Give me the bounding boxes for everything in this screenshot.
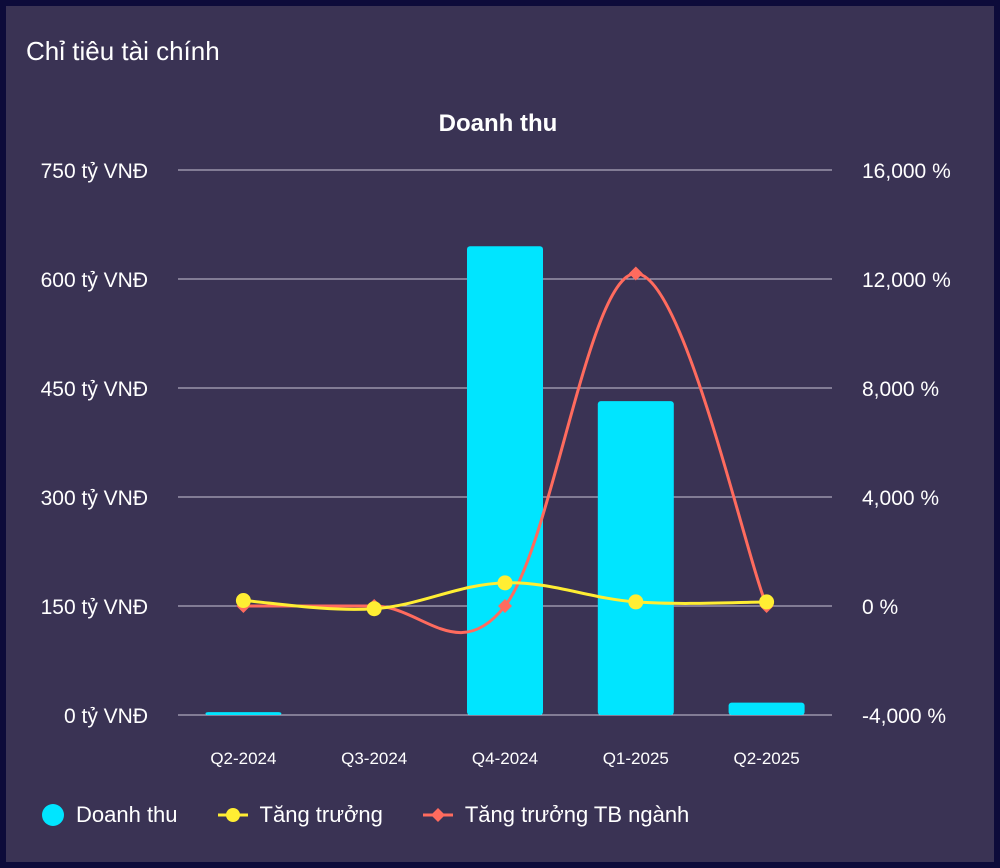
y-right-tick-label: 16,000 %	[862, 160, 951, 183]
x-tick-label: Q2-2025	[734, 749, 800, 768]
y-right-tick-label: 12,000 %	[862, 269, 951, 292]
panel-title: Chỉ tiêu tài chính	[26, 36, 220, 66]
x-tick-label: Q3-2024	[341, 749, 407, 768]
legend-marker-icon	[217, 808, 248, 822]
legend-label: Doanh thu	[76, 802, 178, 827]
legend-item[interactable]: Doanh thu	[40, 802, 178, 828]
y-right-tick-label: -4,000 %	[862, 705, 946, 728]
bar	[205, 712, 282, 715]
y-right-tick-label: 4,000 %	[862, 487, 939, 510]
growth-point	[497, 575, 513, 591]
bar	[728, 702, 805, 715]
x-tick-label: Q2-2024	[210, 749, 276, 768]
growth-point	[628, 594, 644, 610]
y-left-tick-label: 300 tỷ VNĐ	[41, 487, 148, 510]
y-left-tick-label: 750 tỷ VNĐ	[41, 160, 148, 183]
bar	[597, 401, 674, 715]
y-left-tick-label: 600 tỷ VNĐ	[41, 269, 148, 292]
growth-point	[759, 594, 775, 610]
growth-point	[235, 593, 251, 609]
legend-item[interactable]: Tăng trưởng	[216, 802, 383, 828]
chart-legend: Doanh thu Tăng trưởng Tăng trưởng TB ngành	[40, 800, 727, 830]
chart-title: Doanh thu	[439, 110, 558, 137]
y-left-tick-label: 150 tỷ VNĐ	[41, 596, 148, 619]
y-right-tick-label: 8,000 %	[862, 378, 939, 401]
legend-item[interactable]: Tăng trưởng TB ngành	[421, 802, 689, 828]
legend-marker-icon	[422, 808, 453, 822]
industry-growth-point	[628, 266, 643, 281]
bar	[467, 246, 543, 716]
y-left-tick-label: 450 tỷ VNĐ	[41, 378, 148, 401]
legend-label: Tăng trưởng TB ngành	[464, 802, 690, 827]
y-left-tick-label: 0 tỷ VNĐ	[64, 705, 148, 728]
industry-growth-point	[498, 599, 512, 613]
y-right-tick-label: 0 %	[862, 596, 898, 619]
x-tick-label: Q1-2025	[603, 749, 669, 768]
legend-marker-icon	[42, 804, 64, 826]
industry-growth-line	[243, 272, 768, 634]
growth-point	[366, 601, 382, 617]
legend-label: Tăng trưởng	[259, 802, 383, 827]
x-tick-label: Q4-2024	[472, 749, 538, 768]
